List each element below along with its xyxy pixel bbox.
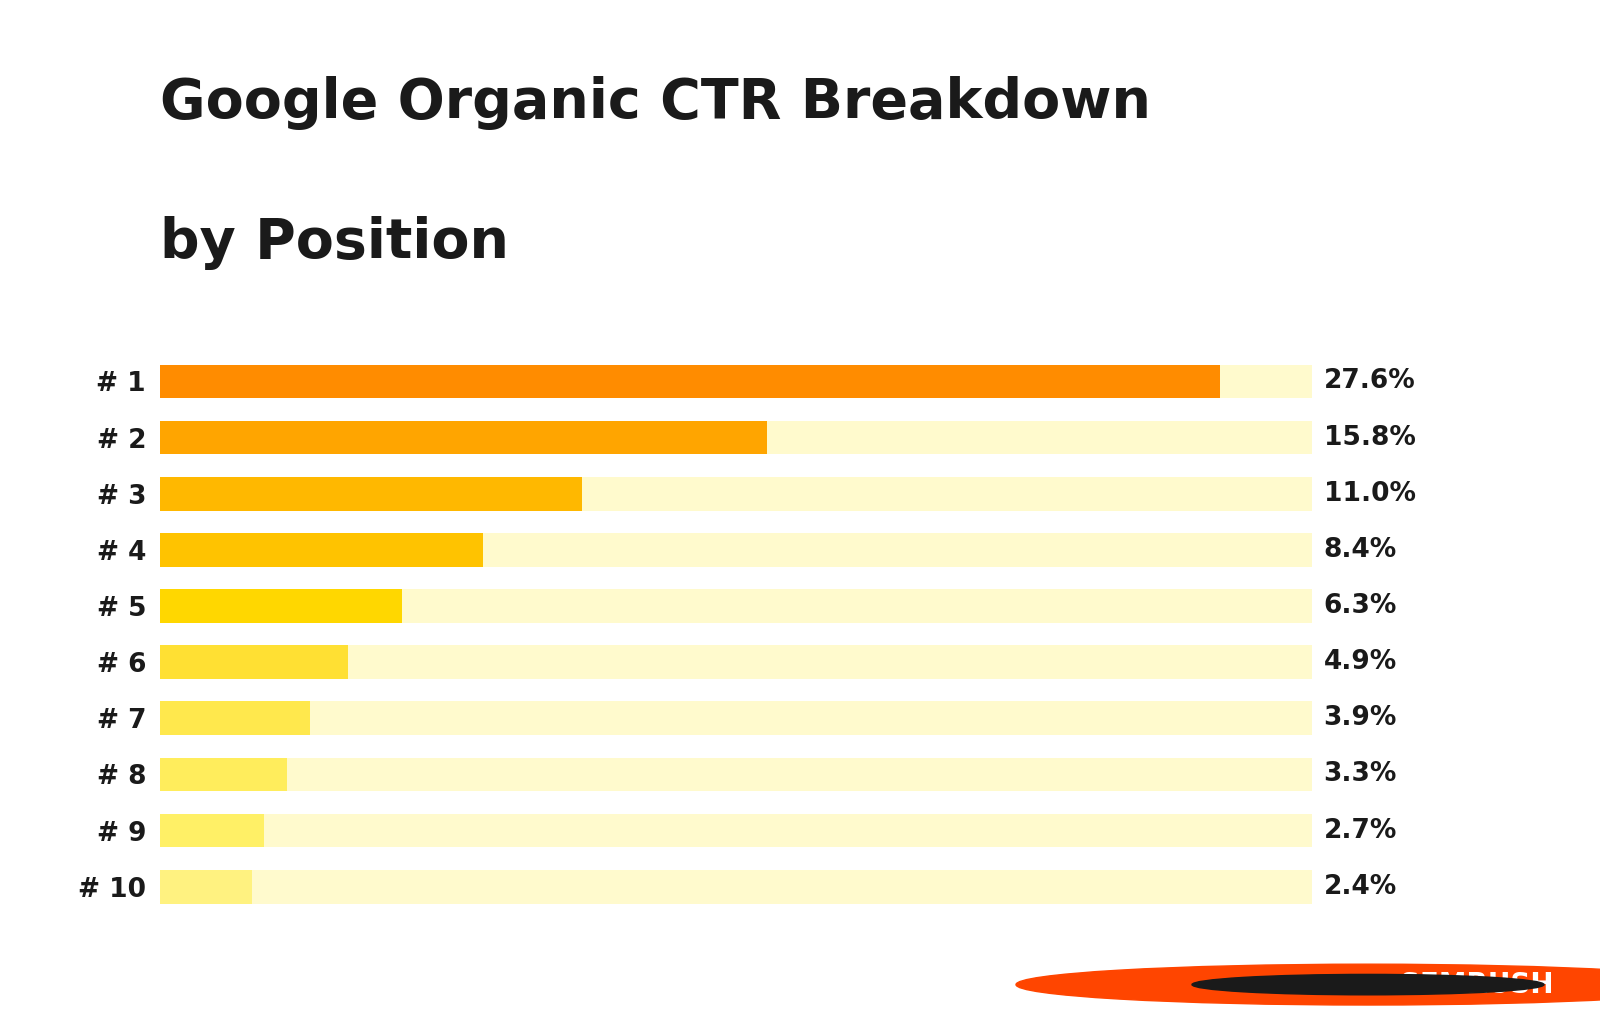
Text: Google Organic CTR Breakdown: Google Organic CTR Breakdown <box>160 76 1150 130</box>
Bar <box>160 589 1312 623</box>
Bar <box>160 870 1312 903</box>
Bar <box>160 701 1312 735</box>
Circle shape <box>1016 964 1600 1005</box>
Text: 3.3%: 3.3% <box>1323 762 1397 788</box>
Text: 27.6%: 27.6% <box>1323 368 1416 395</box>
Bar <box>160 533 1312 567</box>
Bar <box>160 645 349 679</box>
Bar <box>160 477 582 510</box>
Circle shape <box>1192 974 1544 995</box>
Bar <box>160 421 1312 455</box>
Bar <box>160 365 1312 398</box>
Bar <box>160 477 1312 510</box>
Bar <box>160 813 264 847</box>
Bar <box>160 870 253 903</box>
Text: 6.3%: 6.3% <box>1323 593 1397 619</box>
Text: 3.9%: 3.9% <box>1323 705 1397 731</box>
Text: 15.8%: 15.8% <box>1323 425 1416 451</box>
Text: SEMRUSH: SEMRUSH <box>1400 970 1554 999</box>
Text: 4.9%: 4.9% <box>1323 650 1397 675</box>
Text: 2.7%: 2.7% <box>1323 818 1397 843</box>
Bar <box>160 758 1312 791</box>
Text: 11.0%: 11.0% <box>1323 480 1416 506</box>
Bar <box>160 813 1312 847</box>
Bar <box>160 421 766 455</box>
Text: by Position: by Position <box>160 217 509 270</box>
Text: 8.4%: 8.4% <box>1323 537 1397 563</box>
Text: 2.4%: 2.4% <box>1323 873 1397 900</box>
Bar <box>160 589 402 623</box>
Bar <box>160 701 310 735</box>
Bar <box>160 533 483 567</box>
Bar <box>160 365 1219 398</box>
Bar <box>160 758 286 791</box>
Bar <box>160 645 1312 679</box>
Text: semrush.com: semrush.com <box>64 974 205 995</box>
